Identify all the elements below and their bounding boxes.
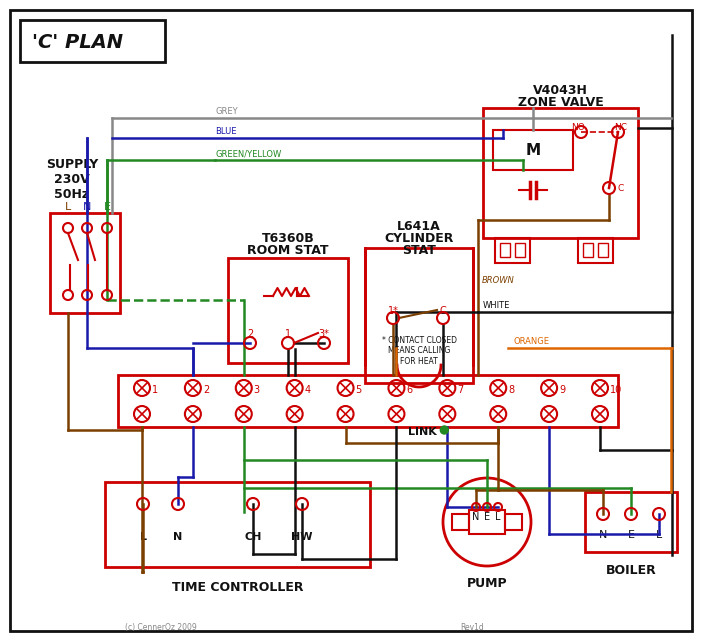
Text: LINK: LINK [408,427,436,437]
Text: E: E [103,202,110,212]
Bar [598,243,608,257]
Text: STAT: STAT [402,244,436,257]
Text: BLUE: BLUE [215,127,237,136]
Text: E: E [484,512,490,522]
Bar [493,130,573,170]
Text: Rev1d: Rev1d [460,623,484,632]
Text: L641A: L641A [397,220,441,233]
Text: 1: 1 [152,385,158,395]
Text: N: N [472,512,479,522]
Text: 1: 1 [285,329,291,339]
Text: 2: 2 [203,385,209,395]
Text: L: L [495,512,501,522]
Text: ROOM STAT: ROOM STAT [247,244,329,257]
Text: 'C' PLAN: 'C' PLAN [32,33,123,51]
Text: PUMP: PUMP [467,577,508,590]
Text: L: L [65,202,71,212]
Text: 5: 5 [355,385,362,395]
Bar [20,20,165,62]
Text: 6: 6 [406,385,413,395]
Text: C: C [617,183,623,192]
Bar [500,243,510,257]
Text: N: N [83,202,91,212]
Text: N: N [599,530,607,540]
Text: TIME CONTROLLER: TIME CONTROLLER [172,581,303,594]
Text: NO: NO [571,123,585,132]
Text: 8: 8 [508,385,515,395]
Text: L: L [140,532,147,542]
Circle shape [440,426,449,434]
Bar [228,258,348,363]
Bar [583,243,593,257]
Text: GREY: GREY [215,107,237,116]
Text: 3: 3 [254,385,260,395]
Text: WHITE: WHITE [483,301,510,310]
Text: N: N [173,532,183,542]
Text: CYLINDER: CYLINDER [384,232,453,245]
Bar [469,510,505,534]
Text: 4: 4 [305,385,311,395]
Text: 7: 7 [457,385,463,395]
Text: GREEN/YELLOW: GREEN/YELLOW [215,149,282,158]
Bar [105,482,370,567]
Text: L: L [656,530,662,540]
Bar [585,492,677,552]
Text: M: M [525,142,541,158]
Text: SUPPLY
230V
50Hz: SUPPLY 230V 50Hz [46,158,98,201]
Text: CH: CH [244,532,262,542]
Text: T6360B: T6360B [262,232,314,245]
Text: C: C [439,306,446,316]
Bar [505,514,522,530]
Text: NC: NC [614,123,628,132]
Text: 3*: 3* [319,329,329,339]
Text: HW: HW [291,532,313,542]
Text: 9: 9 [559,385,565,395]
Text: (c) CennerOz 2009: (c) CennerOz 2009 [125,623,197,632]
Bar [118,375,618,427]
Bar [483,108,638,238]
Text: ORANGE: ORANGE [513,337,549,346]
Text: 2: 2 [247,329,253,339]
Text: BROWN: BROWN [482,276,515,285]
Text: E: E [628,530,635,540]
Bar [50,213,120,313]
Text: BOILER: BOILER [606,564,656,577]
Bar [578,238,613,263]
Text: 1*: 1* [388,306,399,316]
Text: 10: 10 [610,385,622,395]
Text: * CONTACT CLOSED
MEANS CALLING
FOR HEAT: * CONTACT CLOSED MEANS CALLING FOR HEAT [381,336,456,366]
Bar [495,238,530,263]
Text: V4043H: V4043H [533,84,588,97]
Bar [452,514,469,530]
Bar [365,248,473,383]
Bar [515,243,525,257]
Text: ZONE VALVE: ZONE VALVE [517,96,604,109]
